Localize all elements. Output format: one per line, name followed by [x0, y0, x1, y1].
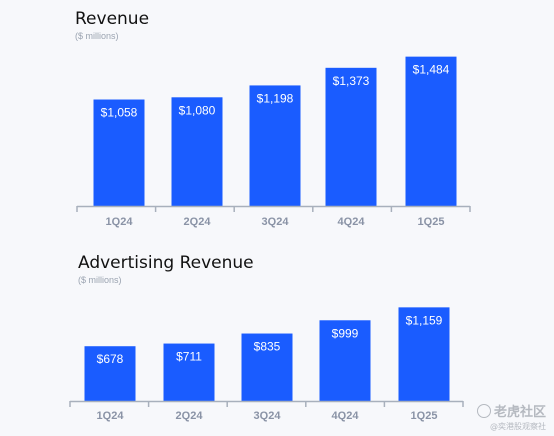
- x-tick-label: 4Q24: [332, 410, 360, 422]
- x-tick-label: 3Q24: [262, 216, 290, 228]
- bar: [325, 67, 377, 206]
- x-tick-label: 1Q24: [97, 410, 125, 422]
- bar-value-label: $999: [332, 326, 359, 340]
- bar: [171, 97, 223, 206]
- tiger-logo-icon: [476, 403, 491, 418]
- x-tick-label: 1Q25: [418, 216, 445, 228]
- bar: [319, 320, 371, 401]
- bar-value-label: $835: [254, 340, 281, 354]
- chart-subtitle: ($ millions): [75, 31, 119, 41]
- bar: [93, 99, 145, 206]
- bar: [241, 333, 293, 401]
- bar-value-label: $1,484: [413, 63, 450, 77]
- bar-value-label: $1,058: [101, 106, 138, 120]
- revenue-bar-chart: $1,058 $1,080 $1,198 $1,373 $1,484 1Q24 2Q24 3Q…: [76, 56, 471, 228]
- chart-title: Advertising Revenue: [78, 253, 254, 273]
- x-tick-label: 4Q24: [338, 216, 366, 228]
- watermark-sub-text: @奕港股观察社: [490, 422, 546, 431]
- bar: [398, 307, 450, 401]
- watermark-main-text: 老虎社区: [493, 405, 546, 420]
- x-tick-label: 3Q24: [254, 410, 282, 422]
- bar: [405, 56, 457, 207]
- x-tick-label: 2Q24: [184, 216, 212, 228]
- bar-value-label: $711: [176, 350, 202, 364]
- bar-value-label: $678: [97, 352, 124, 366]
- bar: [163, 343, 215, 401]
- x-tick-label: 1Q25: [411, 410, 438, 422]
- watermark: 老虎社区 @奕港股观察社: [476, 401, 546, 432]
- bar-value-label: $1,080: [179, 103, 216, 117]
- bar: [84, 346, 136, 401]
- x-tick-label: 1Q24: [106, 216, 134, 228]
- bar-value-label: $1,159: [406, 313, 443, 327]
- x-tick-label: 2Q24: [176, 410, 204, 422]
- bar: [249, 85, 301, 206]
- chart-subtitle: ($ millions): [78, 275, 122, 285]
- bar-value-label: $1,198: [257, 91, 294, 105]
- bar-value-label: $1,373: [333, 74, 370, 88]
- chart-title: Revenue: [75, 9, 150, 29]
